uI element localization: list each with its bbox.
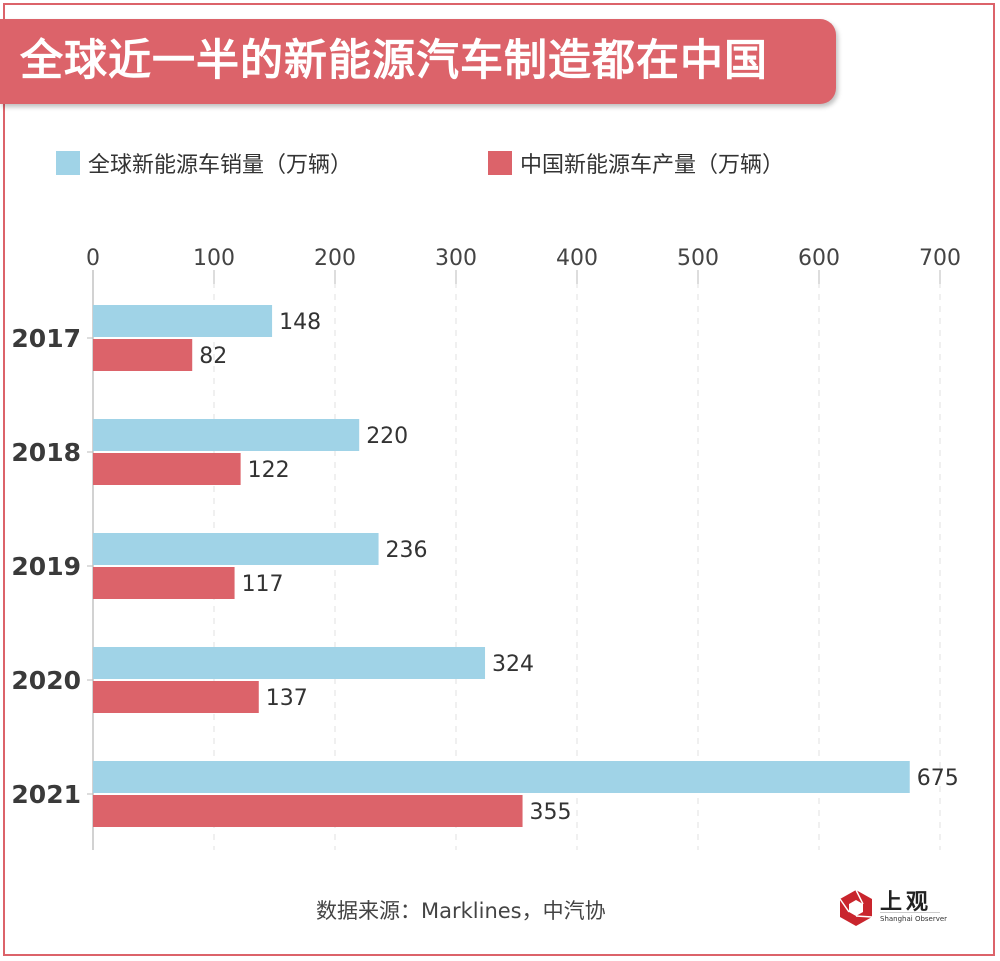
x-tick-label: 200 xyxy=(314,246,356,271)
x-tick-label: 400 xyxy=(556,246,598,271)
legend-swatch-blue xyxy=(56,151,80,175)
legend-label: 中国新能源车产量（万辆） xyxy=(520,153,785,178)
value-label-china-production: 82 xyxy=(199,344,227,369)
value-label-china-production: 117 xyxy=(242,572,284,597)
data-source-note: 数据来源：Marklines，中汽协 xyxy=(316,899,606,923)
legend-item-global-sales: 全球新能源车销量（万辆） xyxy=(56,148,352,178)
bar-global-sales xyxy=(93,305,273,337)
bar-china-production xyxy=(93,795,523,827)
title-banner: 全球近一半的新能源汽车制造都在中国 xyxy=(0,19,836,104)
logo-divider xyxy=(880,912,940,913)
value-label-global-sales: 220 xyxy=(366,424,408,449)
x-tick-label: 700 xyxy=(919,246,961,271)
year-label: 2020 xyxy=(11,666,81,695)
value-label-global-sales: 675 xyxy=(917,766,959,791)
year-label: 2017 xyxy=(11,324,81,353)
x-tick-label: 300 xyxy=(435,246,477,271)
legend-item-china-production: 中国新能源车产量（万辆） xyxy=(488,148,784,178)
value-label-global-sales: 324 xyxy=(492,652,534,677)
bar-global-sales xyxy=(93,761,910,793)
logo-name-cn: 上观 xyxy=(880,889,933,915)
bar-global-sales xyxy=(93,533,379,565)
bar-china-production xyxy=(93,453,241,485)
year-label: 2021 xyxy=(11,780,81,809)
legend-label: 全球新能源车销量（万辆） xyxy=(88,153,353,178)
bar-china-production xyxy=(93,567,235,599)
value-label-china-production: 137 xyxy=(266,686,308,711)
year-label: 2019 xyxy=(11,552,81,581)
logo-name-en: Shanghai Observer xyxy=(880,915,948,923)
x-tick-label: 500 xyxy=(677,246,719,271)
legend-swatch-red xyxy=(488,151,512,175)
year-label: 2018 xyxy=(11,438,81,467)
outer-frame xyxy=(3,3,995,956)
bar-china-production xyxy=(93,681,259,713)
bar-china-production xyxy=(93,339,193,371)
shanghai-observer-logo: 上观 Shanghai Observer xyxy=(836,884,948,930)
x-tick-label: 0 xyxy=(86,246,100,271)
value-label-global-sales: 236 xyxy=(386,538,428,563)
x-tick-label: 600 xyxy=(798,246,840,271)
chart-title: 全球近一半的新能源汽车制造都在中国 xyxy=(20,36,768,86)
value-label-global-sales: 148 xyxy=(279,310,321,335)
bar-global-sales xyxy=(93,419,360,451)
hexagon-aperture-icon xyxy=(839,889,873,926)
bar-global-sales xyxy=(93,647,486,679)
x-tick-label: 100 xyxy=(193,246,235,271)
value-label-china-production: 122 xyxy=(248,458,290,483)
value-label-china-production: 355 xyxy=(530,800,572,825)
